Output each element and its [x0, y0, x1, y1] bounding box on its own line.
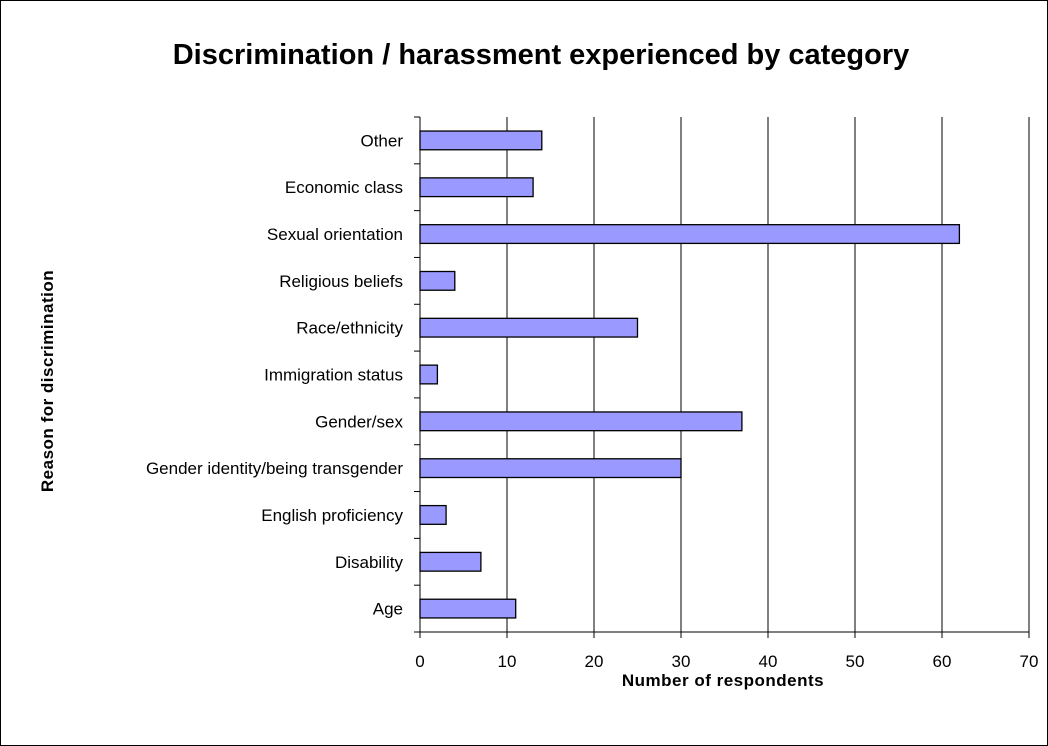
category-labels: Age Disability English proficiency Gender i… [146, 131, 404, 618]
category-label: Other [360, 131, 403, 150]
category-label: Age [373, 600, 403, 619]
category-label: Sexual orientation [267, 225, 403, 244]
x-tick-label: 60 [933, 652, 952, 671]
x-tick-label: 50 [846, 652, 865, 671]
bar [419, 504, 447, 525]
bar [419, 598, 517, 619]
category-label: Immigration status [264, 366, 403, 385]
category-label: Disability [335, 553, 404, 572]
category-label: English proficiency [261, 506, 403, 525]
axes [414, 116, 1030, 638]
bar [419, 177, 534, 198]
gridlines [506, 117, 1030, 632]
category-label: Economic class [285, 178, 403, 197]
bar [419, 270, 456, 291]
category-label: Gender/sex [315, 412, 403, 431]
x-tick-label: 30 [672, 652, 691, 671]
x-tick-label: 20 [585, 652, 604, 671]
x-tick-label: 40 [759, 652, 778, 671]
x-tick-label: 70 [1020, 652, 1039, 671]
y-axis-title: Reason for discrimination [38, 270, 57, 492]
category-label: Religious beliefs [279, 272, 403, 291]
x-axis-title: Number of respondents [622, 671, 824, 690]
x-tick-label: 10 [498, 652, 517, 671]
bar [419, 130, 543, 151]
x-tick-label: 0 [415, 652, 424, 671]
category-label: Gender identity/being transgender [146, 459, 403, 478]
bar [419, 364, 439, 385]
bar [419, 458, 682, 479]
bar [419, 411, 743, 432]
x-tick-labels: 0 10 20 30 40 50 60 70 [415, 652, 1038, 671]
chart-title: Discrimination / harassment experienced … [173, 39, 910, 71]
category-label: Race/ethnicity [296, 319, 403, 338]
bar [419, 224, 961, 245]
bar [419, 551, 482, 572]
bars [419, 130, 961, 619]
bar [419, 317, 639, 338]
